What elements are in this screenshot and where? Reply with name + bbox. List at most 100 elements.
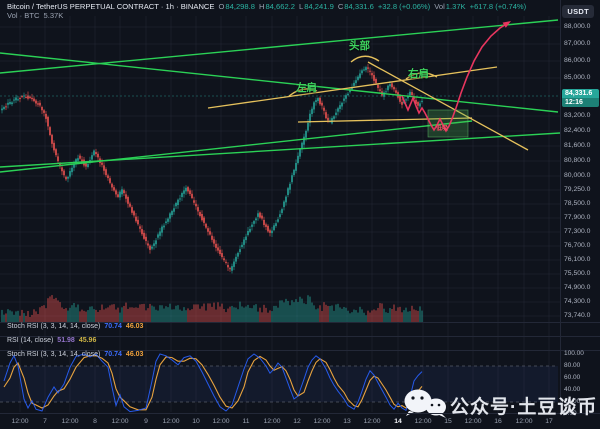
left-shoulder-label[interactable]: 左肩	[296, 82, 317, 94]
support-box	[427, 109, 469, 138]
time-axis-label: 12	[293, 418, 301, 425]
volume-value: 1.37K	[445, 2, 466, 11]
volume-label: Vol	[434, 2, 445, 11]
time-axis-label: 12:00	[162, 418, 180, 425]
vol-btc-value: 5.37K	[43, 11, 64, 20]
upper-descending-green[interactable]	[0, 52, 559, 113]
stoch-scale-label: 100.00	[564, 350, 584, 357]
indicator-value-1: 70.74	[104, 323, 122, 330]
low-value: 84,241.9	[304, 2, 334, 11]
price-axis[interactable]: 84,331.6 12:16 88,000.0 87,000.0 86,000.0 8…	[560, 0, 600, 417]
time-axis-label: 15	[444, 418, 452, 425]
volume-indicator-header: Vol · BTC 5.37K	[7, 11, 63, 20]
price-axis-label: 87,000.0	[564, 40, 591, 47]
projection	[401, 21, 511, 133]
stoch-scale-label: 60.00	[564, 374, 581, 381]
support-box-label[interactable]: 低吸	[436, 126, 449, 132]
time-axis-label: 12:00	[111, 418, 129, 425]
head-descending-yellow[interactable]	[367, 61, 529, 151]
time-axis-label: 12:00	[61, 418, 79, 425]
stoch-scale-label: 80.00	[564, 362, 581, 369]
price-axis-label: 77,300.0	[564, 228, 591, 235]
time-axis-label: 11	[242, 418, 250, 425]
change-value: +32.8 (+0.06%)	[377, 2, 431, 11]
grid	[0, 16, 560, 412]
indicator-row[interactable]: Stoch RSI (3, 3, 14, 14, close) 70.74 46.0…	[7, 323, 143, 330]
left-shoulder-arc[interactable]	[288, 88, 318, 97]
volume-bars	[1, 295, 423, 322]
price-axis-label: 86,000.0	[564, 57, 591, 64]
time-axis-label: 10	[192, 418, 200, 425]
price-axis-label: 80,800.0	[564, 157, 591, 164]
head-label[interactable]: 头部	[349, 40, 370, 52]
price-axis-label: 85,000.0	[564, 74, 591, 81]
indicator-value-1: 51.98	[57, 337, 75, 344]
time-axis-label: 13	[343, 418, 351, 425]
quote-currency-toggle[interactable]: USDT	[562, 5, 594, 18]
time-axis-label: 12:00	[363, 418, 381, 425]
indicator-name[interactable]: Stoch RSI (3, 3, 14, 14, close)	[7, 351, 101, 358]
stoch-d-line	[3, 355, 423, 411]
time-axis-label: 12:00	[212, 418, 230, 425]
last-price-tag: 84,331.6 12:16	[562, 89, 599, 107]
stoch-rsi-pane	[0, 353, 558, 413]
candles	[1, 63, 423, 274]
open-label: O	[218, 2, 225, 11]
head-arc[interactable]	[350, 55, 380, 63]
pane-separator[interactable]	[0, 350, 600, 351]
time-axis-label: 17	[545, 418, 553, 425]
projection-path[interactable]	[401, 22, 509, 133]
ascending-resistance-green[interactable]	[0, 19, 559, 74]
symbol-title[interactable]: Bitcoin / TetherUS PERPETUAL CONTRACT · …	[7, 2, 215, 11]
indicator-name[interactable]: Stoch RSI (3, 3, 14, 14, close)	[7, 323, 101, 330]
price-axis-label: 88,000.0	[564, 23, 591, 30]
indicator-name[interactable]: RSI (14, close)	[7, 337, 54, 344]
price-axis-label: 73,740.0	[564, 312, 591, 319]
price-axis-label: 74,300.0	[564, 298, 591, 305]
time-axis-label: 12:00	[414, 418, 432, 425]
time-axis[interactable]: 12:00 7 12:00 8 12:00 9 12:00 10 12:00 11 12:00 12 1…	[0, 413, 600, 429]
high-value: 84,662.2	[265, 2, 296, 11]
price-axis-label: 74,900.0	[564, 284, 591, 291]
stoch-scale-label: 40.00	[564, 386, 581, 393]
close-value: 84,331.6	[344, 2, 374, 11]
time-axis-label-current: 14	[394, 418, 402, 425]
time-axis-label: 12:00	[263, 418, 281, 425]
high-label: H	[258, 2, 265, 11]
pane-separator[interactable]	[0, 322, 600, 323]
last-price-value: 84,331.6	[562, 89, 599, 98]
projection-arrowhead	[502, 21, 511, 28]
stoch-scale-label: 20.00	[564, 398, 581, 405]
candle-countdown: 12:16	[562, 98, 599, 107]
price-axis-label: 79,250.0	[564, 186, 591, 193]
support-zone-box[interactable]	[427, 109, 469, 138]
symbol-header: Bitcoin / TetherUS PERPETUAL CONTRACT · …	[7, 2, 526, 11]
shoulder-line-yellow[interactable]	[207, 66, 498, 109]
time-axis-label: 9	[144, 418, 148, 425]
pane-separator[interactable]	[0, 336, 600, 337]
volume-change: +617.8 (+0.74%)	[469, 2, 527, 11]
time-axis-label: 12:00	[313, 418, 331, 425]
price-axis-label: 81,600.0	[564, 142, 591, 149]
indicator-value-1: 70.74	[104, 351, 122, 358]
right-shoulder-label[interactable]: 右肩	[408, 68, 429, 80]
price-axis-label: 78,500.0	[564, 200, 591, 207]
watermark-text: 公众号·土豆谈币	[450, 397, 598, 418]
low-label: L	[299, 2, 304, 11]
time-axis-label: 16	[494, 418, 502, 425]
price-axis-label: 82,400.0	[564, 127, 591, 134]
time-axis-label: 12:00	[464, 418, 482, 425]
time-axis-label: 8	[93, 418, 97, 425]
lower-ascending-green[interactable]	[0, 132, 561, 168]
close-label: C	[337, 2, 344, 11]
price-axis-label: 80,000.0	[564, 172, 591, 179]
open-value: 84,298.8	[225, 2, 255, 11]
indicator-row[interactable]: RSI (14, close) 51.98 45.96	[7, 337, 96, 344]
vol-btc-label[interactable]: Vol · BTC	[7, 11, 40, 20]
indicator-row[interactable]: Stoch RSI (3, 3, 14, 14, close) 70.74 46.0…	[7, 351, 143, 358]
right-shoulder-arc[interactable]	[405, 72, 438, 80]
base-horizontal-yellow[interactable]	[297, 117, 473, 123]
support-under-box-green[interactable]	[0, 120, 473, 173]
